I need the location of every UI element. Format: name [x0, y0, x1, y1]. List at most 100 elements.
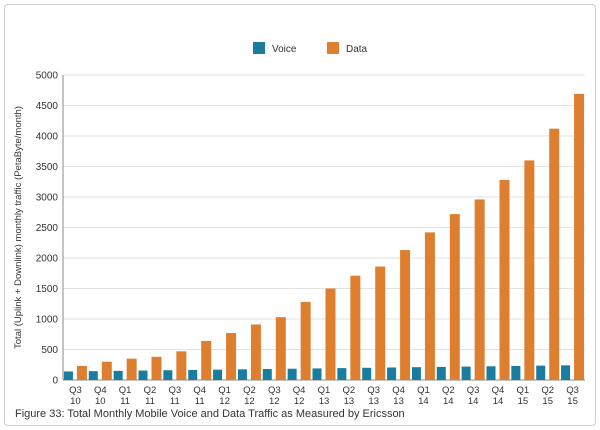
bar-data: [499, 179, 510, 380]
x-tick-label: Q2 13: [343, 385, 356, 405]
bar-data: [375, 266, 386, 380]
x-tick-quarter: Q2: [243, 385, 256, 396]
x-tick-quarter: Q3: [467, 385, 480, 396]
y-tick-label: 1000: [36, 315, 59, 326]
bar-voice: [387, 367, 397, 380]
bars-group: [63, 93, 585, 380]
legend-swatch: [253, 42, 265, 54]
bar-voice: [312, 368, 322, 380]
x-tick-year: 12: [219, 396, 230, 405]
x-tick-year: 11: [195, 396, 205, 405]
bar-data: [400, 250, 411, 380]
x-tick-quarter: Q3: [566, 385, 579, 396]
x-tick-quarter: Q4: [193, 385, 206, 396]
x-tick-quarter: Q3: [367, 385, 380, 396]
x-tick-label: Q3 14: [467, 385, 480, 405]
x-tick-label: Q1 13: [318, 385, 331, 405]
x-tick-quarter: Q3: [268, 385, 281, 396]
x-tick-quarter: Q3: [69, 385, 82, 396]
x-tick-label: Q1 14: [417, 385, 430, 405]
bar-data: [176, 351, 187, 380]
bar-voice: [237, 369, 247, 380]
x-tick-year: 11: [170, 396, 180, 405]
x-tick-year: 15: [567, 396, 578, 405]
y-tick-label: 3500: [36, 162, 59, 173]
x-tick-quarter: Q4: [293, 385, 306, 396]
x-tick-year: 15: [518, 396, 529, 405]
bar-voice: [63, 371, 73, 380]
x-tick-quarter: Q4: [392, 385, 405, 396]
x-tick-quarter: Q2: [541, 385, 554, 396]
bar-voice: [113, 370, 123, 380]
x-tick-year: 14: [468, 396, 479, 405]
bar-voice: [362, 367, 372, 380]
figure-frame: 0 500 1000 1500 2000 2500 3000 3500 4000 4500 5000…: [4, 4, 596, 426]
bar-data: [201, 340, 212, 380]
x-tick-label: Q1 11: [119, 385, 132, 405]
y-tick-label: 3000: [36, 193, 59, 204]
bar-voice: [461, 366, 471, 380]
y-tick-label: 500: [41, 345, 58, 356]
legend-swatch: [327, 42, 339, 54]
legend: Voice Data: [253, 42, 368, 55]
bar-data: [250, 324, 261, 380]
x-tick-label: Q3 10: [69, 385, 82, 405]
x-tick-label: Q4 10: [94, 385, 107, 405]
bar-voice: [262, 369, 272, 380]
x-tick-year: 11: [145, 396, 155, 405]
bar-data: [76, 365, 87, 380]
bar-voice: [287, 368, 297, 380]
bar-voice: [88, 371, 98, 380]
x-tick-quarter: Q1: [417, 385, 430, 396]
x-tick-quarter: Q2: [442, 385, 455, 396]
x-tick-year: 11: [120, 396, 130, 405]
x-tick-year: 14: [443, 396, 454, 405]
x-tick-quarter: Q2: [144, 385, 157, 396]
x-tick-label: Q1 12: [218, 385, 231, 405]
x-tick-label: Q4 13: [392, 385, 405, 405]
x-tick-label: Q2 11: [144, 385, 157, 405]
bar-data: [424, 232, 435, 380]
y-tick-label: 4000: [36, 132, 59, 143]
bar-voice: [511, 365, 521, 380]
x-tick-year: 13: [393, 396, 404, 405]
x-tick-quarter: Q1: [119, 385, 132, 396]
x-tick-label: Q3 13: [367, 385, 380, 405]
x-tick-quarter: Q1: [318, 385, 331, 396]
x-tick-year: 13: [319, 396, 330, 405]
x-tick-year: 15: [542, 396, 553, 405]
y-tick-label: 4500: [36, 101, 59, 112]
x-tick-quarter: Q2: [343, 385, 356, 396]
x-tick-label: Q4 12: [293, 385, 306, 405]
x-tick-year: 13: [368, 396, 379, 405]
y-tick-label: 1500: [36, 284, 59, 295]
x-tick-label: Q4 14: [492, 385, 505, 405]
x-tick-label: Q4 11: [193, 385, 206, 405]
y-tick-label: 5000: [36, 71, 59, 82]
bar-data: [350, 275, 361, 380]
x-tick-quarter: Q3: [169, 385, 182, 396]
bar-data: [275, 317, 286, 380]
y-axis-title: Total (Uplink + Downlink) monthly traffi…: [13, 106, 24, 349]
bar-data: [474, 199, 485, 380]
x-tick-year: 14: [418, 396, 429, 405]
bar-voice: [411, 367, 421, 380]
x-tick-label: Q2 15: [541, 385, 554, 405]
bar-data: [549, 128, 560, 380]
x-tick-quarter: Q4: [94, 385, 107, 396]
bar-data: [524, 160, 535, 380]
x-tick-label: Q1 15: [517, 385, 530, 405]
bar-data: [325, 288, 336, 380]
x-tick-label: Q3 12: [268, 385, 281, 405]
x-tick-quarter: Q4: [492, 385, 505, 396]
bar-chart: 0 500 1000 1500 2000 2500 3000 3500 4000 4500 5000…: [13, 42, 585, 405]
bar-data: [126, 358, 137, 380]
bar-voice: [486, 366, 496, 380]
legend-label: Voice: [272, 44, 297, 55]
bar-data: [101, 361, 112, 380]
bar-data: [449, 214, 460, 380]
x-tick-year: 12: [269, 396, 280, 405]
y-tick-label: 2000: [36, 254, 59, 265]
x-tick-year: 10: [70, 396, 81, 405]
